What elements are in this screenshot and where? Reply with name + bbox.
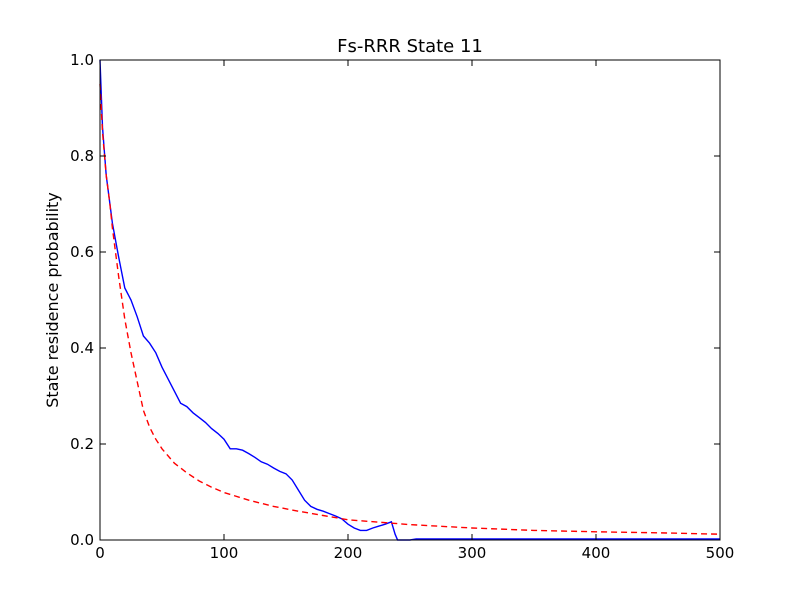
x-tick-label: 0 [95, 544, 105, 562]
chart-title: Fs-RRR State 11 [337, 36, 483, 57]
tick-layer: 0 100 200 300 400 500 0.0 0.2 0.4 0.6 0.8 1.0 [70, 51, 734, 562]
y-tick-label: 0.6 [70, 243, 94, 261]
y-tick-label: 0.0 [70, 531, 94, 549]
y-tick-label: 0.2 [70, 435, 94, 453]
y-tick-label: 1.0 [70, 51, 94, 69]
plot-frame [99, 59, 721, 541]
x-tick-label: 300 [458, 544, 487, 562]
y-axis-label: State residence probability [43, 192, 62, 408]
x-tick-label: 100 [210, 544, 239, 562]
y-tick-label: 0.8 [70, 147, 94, 165]
x-tick-label: 500 [706, 544, 735, 562]
series-layer [99, 59, 721, 541]
x-tick-label: 200 [334, 544, 363, 562]
y-tick-label: 0.4 [70, 339, 94, 357]
series-line-solid [99, 59, 720, 541]
x-tick-label: 400 [582, 544, 611, 562]
